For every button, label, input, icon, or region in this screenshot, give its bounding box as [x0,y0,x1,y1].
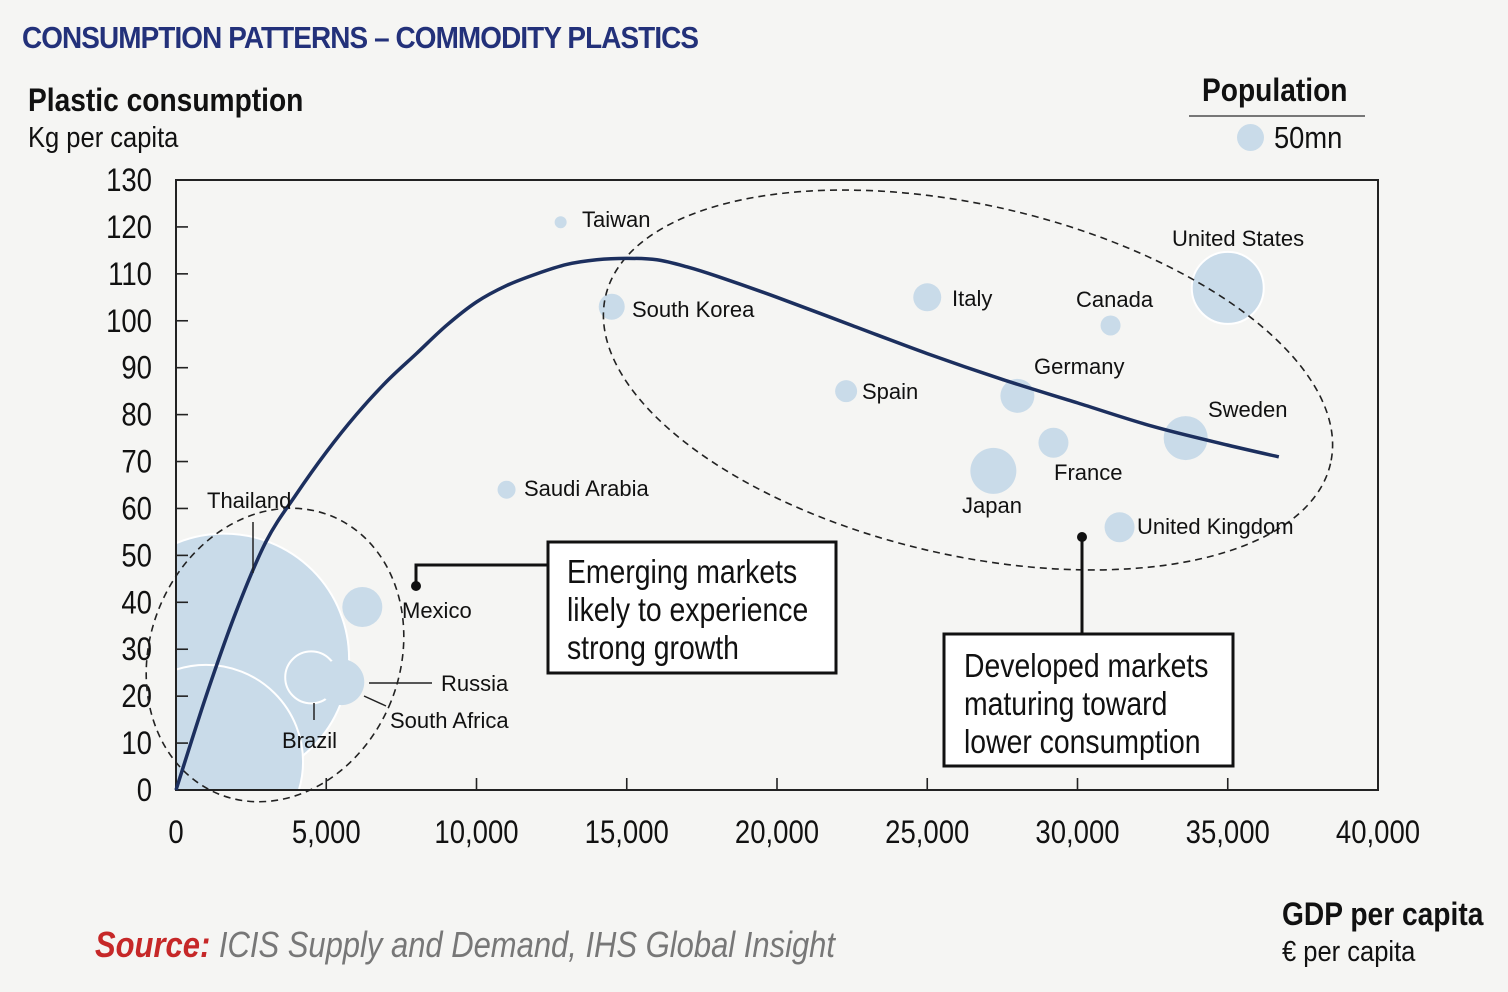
y-tick-label: 120 [106,210,152,245]
x-axis-unit: € per capita [1282,936,1416,968]
x-axis-title: GDP per capita [1282,896,1484,932]
bubble-japan [970,447,1017,494]
legend-item-label: 50mn [1274,120,1343,155]
x-tick-label: 20,000 [735,815,819,850]
trend-curve [174,256,1280,791]
label-mexico: Mexico [402,598,472,623]
emerging-callout-line [414,563,548,586]
x-tick-label: 5,000 [292,815,361,850]
y-tick-label: 60 [121,492,152,527]
source-note: Source: ICIS Supply and Demand, IHS Glob… [95,924,835,966]
developed-callout-box [942,632,1235,768]
label-canada: Canada [1076,287,1154,312]
x-tick-label: 35,000 [1186,815,1270,850]
bubble-canada [1100,315,1121,336]
y-tick-label: 130 [106,163,152,198]
label-leaders [252,522,432,720]
developed-callout-line-1: Developed markets [964,647,1208,685]
developed-callout-line-2: maturing toward [964,685,1167,723]
y-tick-label: 40 [121,585,152,620]
emerging-markets-ellipse [145,507,405,803]
bubble-russia [318,659,365,706]
y-tick-label: 10 [121,726,152,761]
source-label: Source: [95,924,211,965]
developed-callout-line-3: lower consumption [964,723,1201,761]
x-tick-label: 25,000 [885,815,969,850]
point-labels: Taiwan South Korea Italy Canada United State… [207,207,1304,753]
y-tick-label: 100 [106,304,152,339]
bubble-taiwan [554,216,567,229]
emerging-callout-box [546,540,838,675]
south-africa-leader [363,695,387,707]
label-germany: Germany [1034,354,1124,379]
x-tick-label: 40,000 [1336,815,1420,850]
x-tick-label: 0 [168,815,183,850]
y-tick-label: 80 [121,398,152,433]
label-italy: Italy [952,286,992,311]
emerging-callout-line-1: Emerging markets [567,553,797,591]
legend-divider [1189,115,1365,117]
label-sweden: Sweden [1208,397,1288,422]
grouping-ellipses [145,189,1334,803]
y-tick-label: 110 [108,257,152,292]
label-united-kingdom: United Kingdom [1137,514,1294,539]
label-thailand: Thailand [207,488,291,513]
y-axis-title: Plastic consumption [28,82,304,118]
y-tick-label: 70 [121,445,152,480]
bubble-france [1038,427,1069,458]
label-spain: Spain [862,379,918,404]
bubble-spain [835,380,858,403]
x-tick-label: 15,000 [585,815,669,850]
bubble-united-kingdom [1104,512,1135,543]
label-south-korea: South Korea [632,297,755,322]
label-taiwan: Taiwan [582,207,650,232]
legend-title: Population [1202,72,1348,108]
emerging-callout-line-3: strong growth [567,629,739,667]
legend-bubble [1237,124,1264,151]
label-united-states: United States [1172,226,1304,251]
bubble-saudi-arabia [497,480,516,499]
x-tick-label: 30,000 [1035,815,1119,850]
y-tick-label: 0 [137,773,152,808]
developed-callout-dot [1077,532,1087,542]
emerging-callout-line-2: likely to experience [567,591,808,629]
emerging-callout-dot [411,581,421,591]
label-south-africa: South Africa [390,708,509,733]
developed-markets-ellipse [602,189,1334,571]
label-france: France [1054,460,1122,485]
bubble-united-states [1190,250,1265,325]
source-text: ICIS Supply and Demand, IHS Global Insig… [218,924,835,965]
bubble-south-korea [598,293,625,320]
chart-title: CONSUMPTION PATTERNS – COMMODITY PLASTIC… [22,20,699,55]
bubble-sweden [1163,416,1208,461]
x-tick-label: 10,000 [434,815,518,850]
label-russia: Russia [441,671,509,696]
y-tick-label: 90 [121,351,152,386]
label-brazil: Brazil [282,728,337,753]
y-axis-unit: Kg per capita [28,122,179,154]
callouts: Emerging markets likely to experience st… [411,532,1235,768]
label-japan: Japan [962,493,1022,518]
bubble-italy [913,283,942,312]
label-saudi-arabia: Saudi Arabia [524,476,650,501]
bubble-mexico [342,587,383,627]
bubble-south-africa [294,671,317,694]
y-tick-label: 50 [121,539,152,574]
